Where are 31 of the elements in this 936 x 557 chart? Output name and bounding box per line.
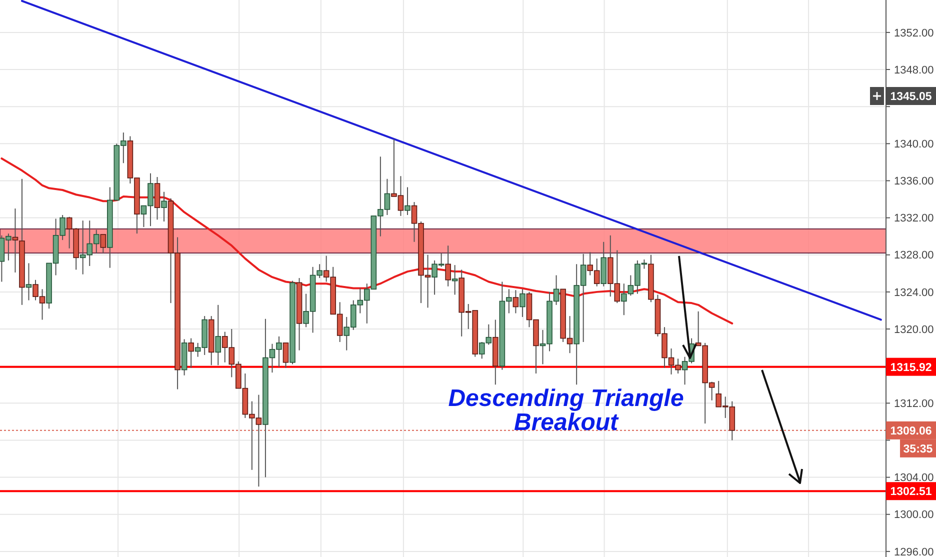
ref-line-label: 1309.06 <box>890 425 932 438</box>
text: 35:35 <box>903 443 934 456</box>
y-tick-label: 1328.00 <box>894 250 934 262</box>
candlestick <box>161 191 167 222</box>
text: 1345.05 <box>890 91 932 104</box>
line-series <box>0 157 734 324</box>
candlestick <box>404 186 410 216</box>
annotation: Descending Triangle Breakout <box>448 385 684 436</box>
candlestick <box>26 262 32 301</box>
y-tick-label: 1336.00 <box>894 176 934 188</box>
y-tick-label: 1304.00 <box>894 472 934 484</box>
candlestick <box>282 342 289 368</box>
y-tick-label: 1352.00 <box>894 27 934 40</box>
y-tick-label: 1296.00 <box>894 546 934 557</box>
ref-line-label: 1302.51 <box>890 486 932 498</box>
candlestick <box>188 338 194 368</box>
candlestick <box>452 264 458 296</box>
candlestick <box>215 304 222 366</box>
y-tick-label: 1312.00 <box>894 398 934 410</box>
y-tick-label: 1348.00 <box>894 64 934 76</box>
candlestick <box>512 290 519 314</box>
y-tick-label: 1324.00 <box>894 286 934 299</box>
candlestick <box>100 234 106 254</box>
y-tick-label: 1320.00 <box>894 324 934 336</box>
y-tick-label: 1300.00 <box>894 509 934 522</box>
candlestick <box>445 245 451 287</box>
candlestick <box>520 288 526 318</box>
ref-line-label: 1315.92 <box>890 362 932 374</box>
y-tick-label: 1332.00 <box>894 212 934 225</box>
candlestick <box>12 208 18 273</box>
y-tick-label: 1340.00 <box>894 138 934 150</box>
